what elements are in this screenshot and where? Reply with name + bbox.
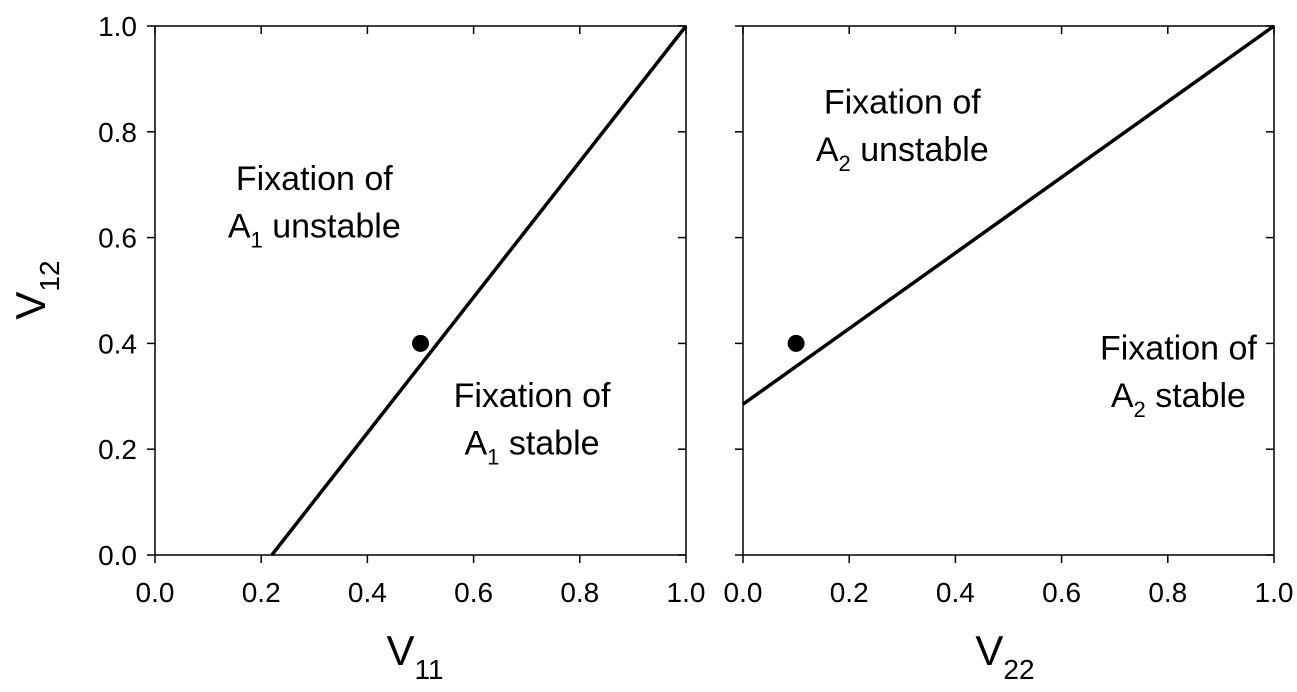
x-tick-label: 0.6 [454,577,493,608]
y-tick-label: 0.0 [98,540,137,571]
x-tick-label: 0.4 [348,577,387,608]
x-tick-label: 0.8 [1148,577,1187,608]
tick-marks [147,25,687,563]
x-tick-label: 1.0 [667,577,706,608]
x-tick-label: 0.0 [724,577,763,608]
x-tick-labels: 0.0 0.2 0.4 0.6 0.8 1.0 [136,577,706,608]
region-label-line2: A1 stable [464,424,599,469]
region-label-line2: A2 unstable [816,131,989,176]
parameter-point [787,334,805,352]
y-tick-label: 0.4 [98,328,137,359]
region-label-line1: Fixation of [824,83,981,121]
x-tick-label: 1.0 [1255,577,1294,608]
x-tick-label: 0.2 [830,577,869,608]
region-label-line1: Fixation of [454,377,611,415]
right-panel: 0.0 0.2 0.4 0.6 0.8 1.0 Fixation of A2 unstabl… [724,24,1294,685]
plot-frame [154,25,687,556]
region-label-line1: Fixation of [236,160,393,198]
y-tick-label: 1.0 [98,11,137,42]
region-label-line2: A2 stable [1111,377,1246,422]
region-label-line1: Fixation of [1100,329,1257,367]
plot-frame [742,25,1275,556]
stability-boundary-line [270,24,688,557]
x-axis-label: V11 [386,627,443,685]
region-labels: Fixation of A2 unstable Fixation of A2 stab… [816,83,1258,422]
y-axis-label: V12 [7,260,65,319]
x-tick-labels: 0.0 0.2 0.4 0.6 0.8 1.0 [724,577,1294,608]
y-tick-label: 0.8 [98,117,137,148]
region-label-line2: A1 unstable [228,208,401,253]
x-tick-label: 0.0 [136,577,175,608]
x-tick-label: 0.6 [1042,577,1081,608]
y-tick-label: 0.2 [98,434,137,465]
x-tick-label: 0.8 [560,577,599,608]
y-tick-labels: 0.0 0.2 0.4 0.6 0.8 1.0 [98,11,137,571]
x-tick-label: 0.4 [936,577,975,608]
y-tick-label: 0.6 [98,223,137,254]
left-panel: 0.0 0.2 0.4 0.6 0.8 1.0 0.0 0.2 0.4 0.6 0.8 1.0 Fi… [7,11,705,685]
x-axis-label: V22 [975,627,1034,685]
stability-boundary-line [741,24,1276,406]
x-tick-label: 0.2 [242,577,281,608]
region-labels: Fixation of A1 unstable Fixation of A1 stab… [228,160,611,469]
tick-marks [735,25,1275,563]
parameter-point [412,334,429,352]
